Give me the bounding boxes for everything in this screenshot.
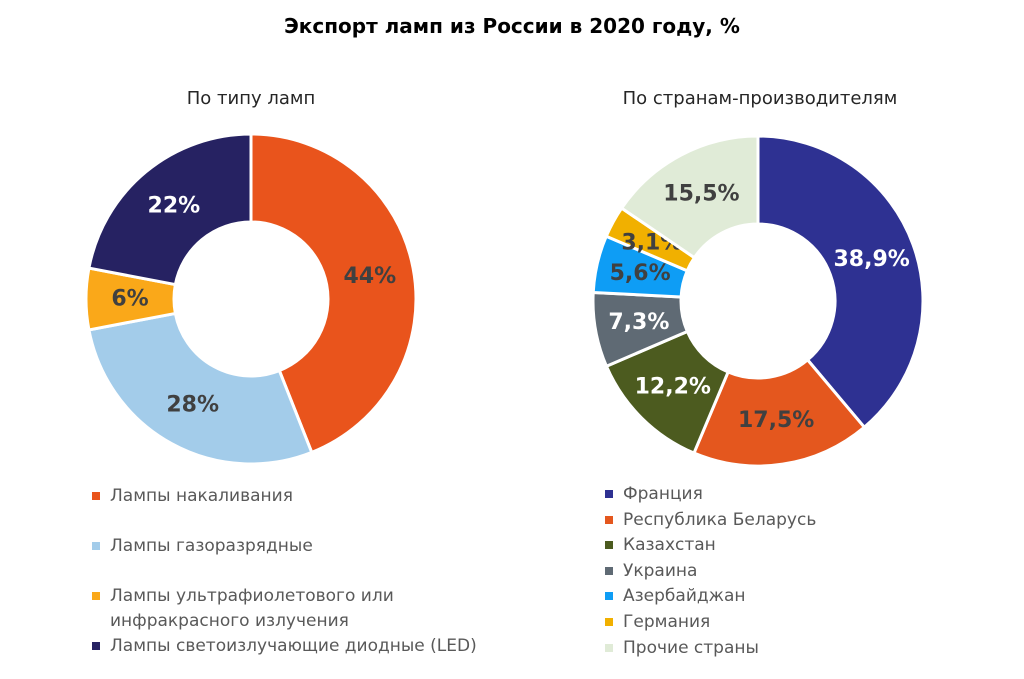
legend-label: Франция xyxy=(623,484,703,504)
legend-swatch-icon xyxy=(605,515,613,524)
donut-segment xyxy=(87,311,314,466)
legend-label: Прочие страны xyxy=(623,637,759,658)
donut-segment xyxy=(87,132,253,287)
legend-swatch-icon xyxy=(92,642,100,650)
legend-item: Казахстан xyxy=(605,533,985,559)
legend-label: Казахстан xyxy=(623,535,716,556)
segment-value-label: 5,6% xyxy=(610,261,671,286)
segment-value-label: 22% xyxy=(148,193,201,218)
segment-value-label: 38,9% xyxy=(834,247,910,272)
donut-chart-lamp-types: 44% 28% 6% 22% xyxy=(84,132,418,466)
legend-label: Республика Беларусь xyxy=(623,509,817,530)
segment-value-label: 6% xyxy=(111,287,148,312)
legend-label: Лампы светоизлучающие диодные (LED) xyxy=(110,636,477,656)
legend-item: Азербайджан xyxy=(605,584,985,610)
legend-swatch-icon xyxy=(92,492,100,500)
legend-label: Украина xyxy=(623,560,698,581)
legend-swatch-icon xyxy=(605,617,613,626)
segment-value-label: 44% xyxy=(344,264,397,289)
legend-item: Лампы накаливания xyxy=(92,484,522,534)
legend-swatch-icon xyxy=(605,643,613,652)
legend-label: Лампы ультрафиолетового или инфракрасног… xyxy=(110,586,394,631)
legend-label: Азербайджан xyxy=(623,586,746,607)
legend-item: Франция xyxy=(605,482,985,508)
segment-value-label: 12,2% xyxy=(635,374,711,399)
donut-chart-countries: 38,9%17,5%12,2%7,3%5,6%3,1%15,5% xyxy=(591,134,925,468)
legend-item: Лампы ультрафиолетового или инфракрасног… xyxy=(92,584,522,634)
legend-item: Прочие страны xyxy=(605,636,985,662)
legend-label: Лампы газоразрядные xyxy=(110,536,313,556)
legend-swatch-icon xyxy=(92,592,100,600)
segment-value-label: 28% xyxy=(166,393,219,418)
donut-segment xyxy=(692,358,866,468)
legend-item: Лампы светоизлучающие диодные (LED) xyxy=(92,634,522,679)
legend-item: Лампы газоразрядные xyxy=(92,534,522,584)
segment-value-label: 7,3% xyxy=(608,310,669,335)
legend-countries: Франция Республика Беларусь Казахстан Украи… xyxy=(605,482,985,661)
legend-item: Украина xyxy=(605,559,985,585)
legend-swatch-icon xyxy=(605,566,613,575)
donut-segment xyxy=(756,134,925,429)
donut-segment xyxy=(249,132,418,454)
legend-swatch-icon xyxy=(605,541,613,550)
legend-label: Германия xyxy=(623,611,711,632)
chart-subtitle-lamp-types: По типу ламп xyxy=(186,88,316,109)
legend-item: Республика Беларусь xyxy=(605,508,985,534)
chart-subtitle-countries: По странам-производителям xyxy=(622,88,898,109)
legend-item: Германия xyxy=(605,610,985,636)
segment-value-label: 17,5% xyxy=(738,408,814,433)
legend-label: Лампы накаливания xyxy=(110,486,293,506)
segment-value-label: 15,5% xyxy=(663,182,739,207)
donut-segment xyxy=(620,134,760,260)
legend-swatch-icon xyxy=(605,592,613,601)
legend-lamp-types: Лампы накаливания Лампы газоразрядные Ламп… xyxy=(92,484,522,679)
figure-title: Экспорт ламп из России в 2020 году, % xyxy=(284,14,740,38)
legend-swatch-icon xyxy=(605,490,613,498)
legend-swatch-icon xyxy=(92,542,100,550)
